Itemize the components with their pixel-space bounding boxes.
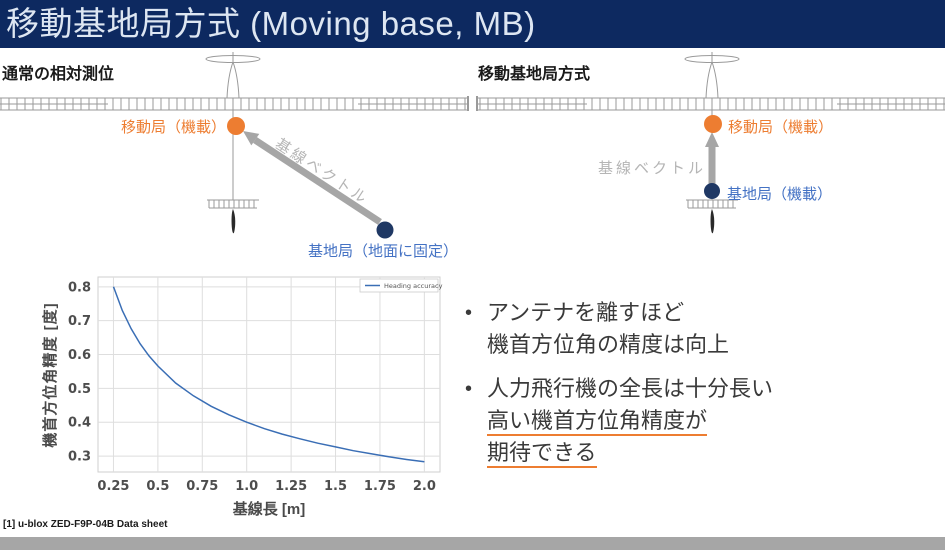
bullet-line: 高い機首方位角精度が [487,405,773,437]
bottom-bar [0,537,945,550]
chart-y-axis-label: 機首方位角精度 [度] [42,302,59,448]
bullet-line: 人力飛行機の全長は十分長い [487,376,774,401]
x-tick-label: 0.5 [146,479,169,494]
rover-dot-left [227,117,245,135]
heading-accuracy-chart: 0.25 0.5 0.75 1.0 1.25 1.5 1.75 2.0 0.3 0.4 0.5 0.6… [68,276,443,494]
series-line [112,286,425,463]
base-station-label-left: 基地局（地面に固定） [308,243,459,260]
bullet-item: • アンテナを離すほど機首方位角の精度は向上 [465,297,940,361]
legend-box [359,278,439,293]
bullet-line: 機首方位角の精度は向上 [487,332,730,357]
diagram-canvas [0,51,945,239]
rover-dot-right [704,115,722,133]
y-tick-label: 0.7 [68,314,91,329]
x-tick-label: 2.0 [413,479,436,494]
y-tick-label: 0.6 [68,348,91,363]
chart-x-axis-label: 基線長 [m] [232,501,306,518]
slide-title: 移動基地局方式 (Moving base, MB) [6,5,536,42]
title-bar: 移動基地局方式 (Moving base, MB) [0,0,945,48]
x-tick-label: 1.0 [235,479,258,494]
rover-station-label-left: 移動局（機載） [120,119,226,136]
baseline-arrow-left [243,131,382,225]
diagram-right-heading: 移動基地局方式 [478,66,591,83]
bullet-line: 期待できる [487,437,773,469]
x-tick-label: 0.75 [186,479,218,494]
y-tick-label: 0.8 [68,280,91,295]
footnote-reference: [1] u-blox ZED-F9P-04B Data sheet [3,519,168,530]
base-dot-left [376,221,394,239]
y-tick-label: 0.4 [68,416,91,431]
y-tick-label: 0.5 [68,382,91,397]
x-tick-label: 1.75 [364,479,396,494]
y-tick-label: 0.3 [68,450,91,465]
x-tick-label: 1.25 [275,479,307,494]
x-tick-label: 1.5 [324,479,347,494]
rover-station-label-right: 移動局（機載） [728,119,834,136]
bullet-list: • アンテナを離すほど機首方位角の精度は向上 • 人力飛行機の全長は十分長い高い機首方… [465,297,940,481]
plot-area [97,276,441,473]
bullet-dot: • [465,302,473,324]
x-tick-label: 0.25 [97,479,129,494]
legend-label: Heading accuracy [384,282,443,290]
baseline-arrow-right [705,132,719,184]
diagram-left-heading: 通常の相対測位 [2,66,115,83]
baseline-vector-label-right: 基線ベクトル [598,160,707,177]
bullet-item: • 人力飛行機の全長は十分長い高い機首方位角精度が 期待できる [465,373,940,469]
base-station-label-right: 基地局（機載） [727,186,833,203]
bullet-line: アンテナを離すほど [487,300,685,325]
bullet-dot: • [465,378,473,400]
base-dot-right [704,183,720,199]
